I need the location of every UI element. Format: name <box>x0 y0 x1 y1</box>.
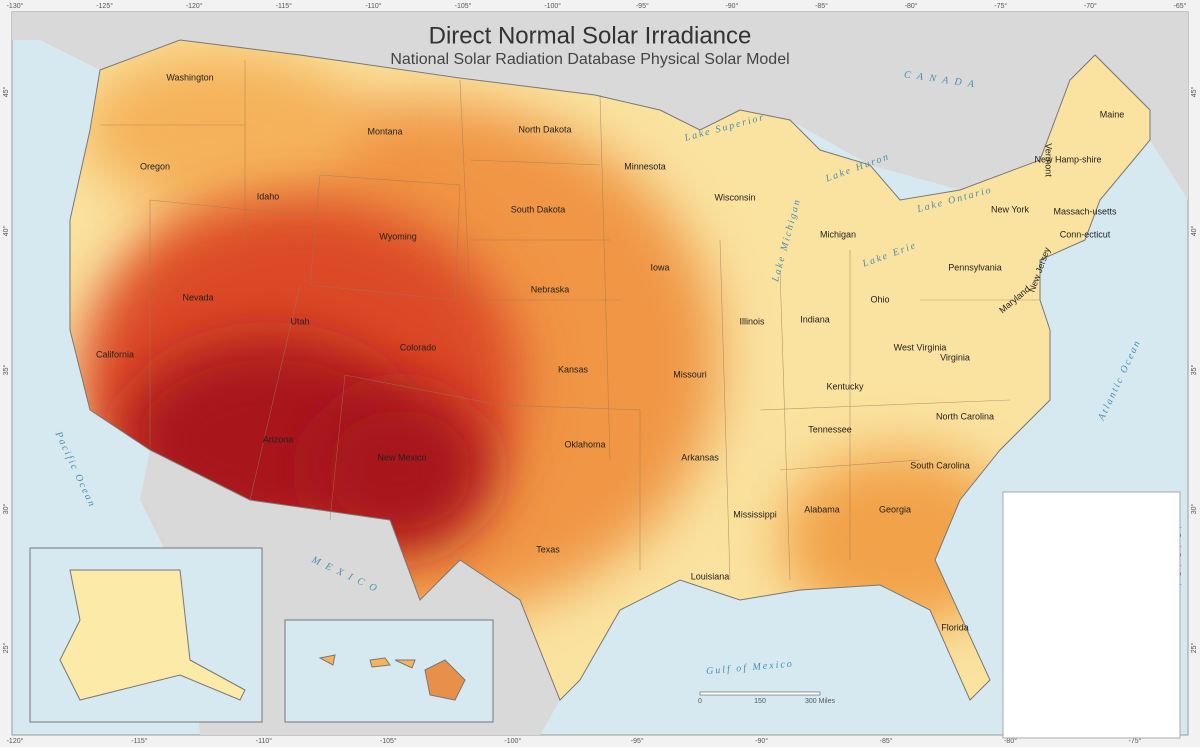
state-label: North Dakota <box>518 124 571 134</box>
state-label: Montana <box>367 126 402 136</box>
state-label: Mississippi <box>733 509 777 519</box>
latitude-tick: 45° <box>2 87 10 98</box>
scale-bar <box>699 691 821 696</box>
longitude-tick: -115° <box>131 737 147 745</box>
alaska-land <box>59 569 246 701</box>
state-label: Alabama <box>804 504 840 514</box>
latitude-tick: 30° <box>2 504 10 515</box>
state-label: Kentucky <box>826 381 864 391</box>
longitude-tick: -120° <box>186 2 203 10</box>
state-label: Wyoming <box>379 231 416 241</box>
state-label: Utah <box>290 316 309 326</box>
state-label: Kansas <box>558 364 589 374</box>
state-label: Indiana <box>800 314 830 324</box>
state-label: Texas <box>536 544 560 554</box>
scale-label: 300 Miles <box>805 698 835 705</box>
subtitle: National Solar Radiation Database Physic… <box>390 51 789 68</box>
latitude-tick: 30° <box>1190 504 1198 515</box>
longitude-tick: -115° <box>276 2 292 10</box>
state-label: Arkansas <box>681 452 719 462</box>
longitude-tick: -75° <box>994 2 1007 10</box>
state-label: Arizona <box>263 434 294 444</box>
longitude-tick: -130° <box>7 2 24 10</box>
state-label: Louisiana <box>691 571 730 581</box>
longitude-tick: -85° <box>880 737 893 745</box>
latitude-tick: 35° <box>1190 365 1198 376</box>
state-label: Idaho <box>257 191 280 201</box>
state-label: South Dakota <box>511 204 566 214</box>
longitude-tick: -70° <box>1084 2 1097 10</box>
state-label: Michigan <box>820 229 856 239</box>
latitude-tick: 25° <box>2 643 10 654</box>
longitude-tick: -105° <box>380 737 397 745</box>
longitude-tick: -65° <box>1174 2 1187 10</box>
longitude-tick: -100° <box>544 2 561 10</box>
state-label: Missouri <box>673 369 707 379</box>
longitude-tick: -110° <box>365 2 381 10</box>
state-label: North Carolina <box>936 411 994 421</box>
longitude-tick: -105° <box>455 2 472 10</box>
longitude-tick: -85° <box>815 2 828 10</box>
state-label: Ohio <box>870 294 889 304</box>
state-label: Iowa <box>650 262 669 272</box>
state-label: New Mexico <box>377 452 426 462</box>
state-label: Florida <box>941 622 969 632</box>
state-label: Georgia <box>879 504 911 514</box>
longitude-tick: -90° <box>755 737 768 745</box>
state-label: New Hamp-shire <box>1034 154 1101 164</box>
state-label: Oregon <box>140 161 170 171</box>
longitude-tick: -110° <box>256 737 272 745</box>
state-label: Colorado <box>400 342 437 352</box>
state-label: Virginia <box>940 352 970 362</box>
longitude-tick: -80° <box>1004 737 1017 745</box>
state-label: Maine <box>1100 109 1125 119</box>
latitude-tick: 35° <box>2 365 10 376</box>
state-label: Pennsylvania <box>948 262 1002 272</box>
scale-label: 150 <box>754 698 766 705</box>
longitude-tick: -125° <box>96 2 113 10</box>
state-label: Illinois <box>739 316 765 326</box>
longitude-tick: -80° <box>905 2 918 10</box>
state-label: Oklahoma <box>564 439 605 449</box>
latitude-tick: 25° <box>1190 643 1198 654</box>
hawaii-land <box>424 659 466 701</box>
state-label: Minnesota <box>624 161 666 171</box>
state-label: Massach-usetts <box>1053 206 1117 216</box>
longitude-tick: -75° <box>1129 737 1142 745</box>
state-label: West Virginia <box>894 342 947 352</box>
state-label: South Carolina <box>910 460 970 470</box>
latitude-tick: 40° <box>2 226 10 237</box>
canada-land <box>12 12 1188 200</box>
longitude-tick: -95° <box>631 737 644 745</box>
latitude-tick: 45° <box>1190 87 1198 98</box>
longitude-tick: -90° <box>725 2 738 10</box>
hawaii-inset <box>284 619 494 723</box>
state-label: Conn-ecticut <box>1060 229 1111 239</box>
state-label: Vermont <box>1044 143 1054 177</box>
hawaii-islands <box>318 654 416 669</box>
state-label: Nevada <box>182 292 213 302</box>
title: Direct Normal Solar Irradiance <box>429 22 752 49</box>
state-label: Tennessee <box>808 424 852 434</box>
legend-box <box>1002 491 1181 739</box>
state-label: California <box>96 349 134 359</box>
state-label: Washington <box>166 72 213 82</box>
state-lines <box>100 60 1040 581</box>
latitude-tick: 40° <box>1190 226 1198 237</box>
state-label: Wisconsin <box>714 192 755 202</box>
scale-label: 0 <box>698 698 702 705</box>
state-label: New York <box>991 204 1030 214</box>
longitude-tick: -120° <box>7 737 24 745</box>
state-label: Nebraska <box>531 284 570 294</box>
longitude-tick: -100° <box>504 737 521 745</box>
longitude-tick: -95° <box>636 2 649 10</box>
